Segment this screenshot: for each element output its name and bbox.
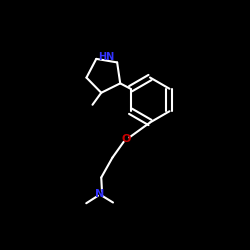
- Text: N: N: [96, 189, 104, 199]
- Text: O: O: [122, 134, 131, 144]
- Text: HN: HN: [98, 52, 115, 62]
